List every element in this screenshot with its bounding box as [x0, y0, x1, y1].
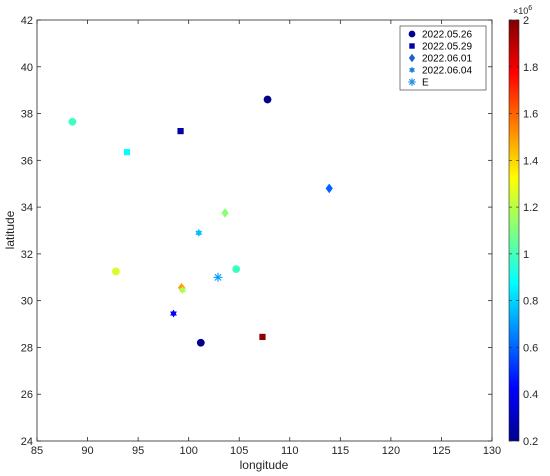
x-tick-label: 85 — [31, 445, 43, 457]
y-tick-label: 42 — [21, 15, 33, 27]
y-tick-label: 34 — [21, 202, 33, 214]
legend-label: 2022.06.04 — [422, 66, 472, 77]
data-point-square — [123, 149, 131, 156]
colorbar-tick-label: 0.8 — [523, 296, 538, 308]
x-tick-label: 125 — [432, 445, 450, 457]
x-tick-label: 95 — [132, 445, 144, 457]
colorbar-tick-label: 1.4 — [523, 155, 538, 167]
colorbar-tick-label: 1 — [523, 249, 529, 261]
legend-marker-asterisk — [408, 78, 416, 86]
colorbar-tick-label: 1.6 — [523, 109, 538, 121]
legend-label: 2022.05.26 — [422, 30, 472, 41]
legend-marker-circle — [408, 30, 416, 38]
x-tick-label: 90 — [81, 445, 93, 457]
legend: 2022.05.262022.05.292022.06.012022.06.04… — [399, 25, 487, 91]
y-tick-label: 26 — [21, 389, 33, 401]
x-tick-label: 130 — [483, 445, 501, 457]
legend-label: E — [422, 78, 429, 89]
data-point-circle — [196, 338, 205, 347]
colorbar-tick-label: 0.2 — [523, 436, 538, 448]
x-axis-ticks: 85 90 95 100 105 110 115 120 125 130 — [31, 20, 501, 457]
legend-marker-diamond — [408, 53, 416, 63]
x-axis-label: longitude — [240, 458, 289, 472]
data-point-circle — [111, 267, 120, 276]
data-point-square — [177, 127, 184, 135]
colorbar-tick-label: 1.8 — [523, 62, 538, 74]
data-point-circle — [68, 117, 77, 126]
y-tick-label: 30 — [21, 296, 33, 308]
data-point-asterisk — [213, 272, 223, 282]
x-tick-label: 105 — [230, 445, 248, 457]
data-point-diamond — [325, 183, 333, 194]
data-point-circle — [232, 265, 241, 273]
y-tick-label: 36 — [21, 155, 33, 167]
colorbar-tick-label: 0.4 — [523, 389, 538, 401]
x-tick-label: 115 — [332, 445, 350, 457]
y-tick-label: 38 — [21, 109, 33, 121]
data-point-diamond — [221, 208, 229, 218]
y-tick-label: 28 — [21, 342, 33, 354]
y-tick-label: 24 — [21, 436, 33, 448]
data-point-circle — [263, 95, 272, 104]
y-axis-label: latitude — [3, 210, 17, 249]
colorbar-gradient — [508, 19, 520, 442]
x-tick-label: 100 — [179, 445, 197, 457]
legend-label: 2022.05.29 — [422, 42, 472, 53]
colorbar: 0.2 0.4 0.6 0.8 1 1.2 1.4 1.6 1.8 2 ×106 — [508, 5, 538, 448]
y-axis-ticks: 24 26 28 30 32 34 36 38 40 42 — [21, 15, 492, 448]
y-tick-label: 32 — [21, 249, 33, 261]
x-tick-label: 110 — [281, 445, 299, 457]
data-point-square — [259, 333, 266, 341]
legend-marker-square — [409, 43, 415, 49]
colorbar-tick-label: 2 — [523, 15, 529, 27]
scatter-points — [68, 95, 333, 347]
legend-marker-hexagram — [409, 66, 415, 74]
y-tick-label: 40 — [21, 62, 33, 74]
colorbar-tick-label: 0.6 — [523, 342, 538, 354]
data-point-hexagram — [179, 286, 187, 295]
data-point-hexagram — [170, 309, 177, 318]
legend-label: 2022.06.01 — [422, 54, 472, 65]
colorbar-exponent: ×106 — [513, 5, 532, 16]
colorbar-tick-label: 1.2 — [523, 202, 538, 214]
x-tick-label: 120 — [382, 445, 400, 457]
data-point-hexagram — [195, 228, 203, 237]
